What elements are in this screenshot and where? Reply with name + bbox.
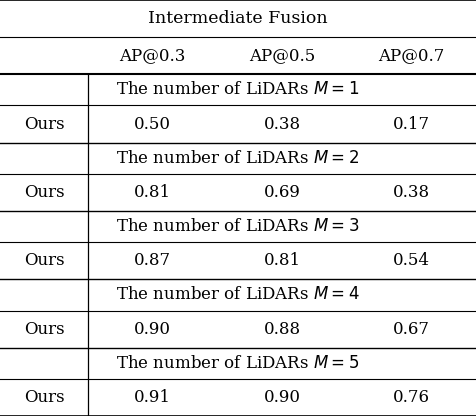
Text: 0.87: 0.87 <box>134 252 171 269</box>
Text: 0.76: 0.76 <box>393 389 430 406</box>
Text: AP@0.7: AP@0.7 <box>378 47 445 64</box>
Text: 0.91: 0.91 <box>134 389 171 406</box>
Text: 0.90: 0.90 <box>134 321 171 338</box>
Text: The number of LiDARs $M = 3$: The number of LiDARs $M = 3$ <box>116 218 360 235</box>
Text: 0.81: 0.81 <box>264 252 300 269</box>
Text: Ours: Ours <box>24 184 64 201</box>
Text: 0.88: 0.88 <box>264 321 300 338</box>
Text: AP@0.5: AP@0.5 <box>249 47 315 64</box>
Text: 0.81: 0.81 <box>134 184 171 201</box>
Text: 0.54: 0.54 <box>393 252 430 269</box>
Text: Ours: Ours <box>24 321 64 338</box>
Text: The number of LiDARs $M = 4$: The number of LiDARs $M = 4$ <box>116 286 360 303</box>
Text: 0.17: 0.17 <box>393 116 430 133</box>
Text: 0.50: 0.50 <box>134 116 171 133</box>
Text: The number of LiDARs $M = 1$: The number of LiDARs $M = 1$ <box>117 82 359 98</box>
Text: Ours: Ours <box>24 389 64 406</box>
Text: 0.38: 0.38 <box>393 184 430 201</box>
Text: Ours: Ours <box>24 116 64 133</box>
Text: Ours: Ours <box>24 252 64 269</box>
Text: 0.69: 0.69 <box>264 184 300 201</box>
Text: 0.67: 0.67 <box>393 321 430 338</box>
Text: AP@0.3: AP@0.3 <box>119 47 186 64</box>
Text: 0.38: 0.38 <box>264 116 300 133</box>
Text: Intermediate Fusion: Intermediate Fusion <box>148 10 328 27</box>
Text: 0.90: 0.90 <box>264 389 300 406</box>
Text: The number of LiDARs $M = 2$: The number of LiDARs $M = 2$ <box>117 150 359 167</box>
Text: The number of LiDARs $M = 5$: The number of LiDARs $M = 5$ <box>117 355 359 372</box>
